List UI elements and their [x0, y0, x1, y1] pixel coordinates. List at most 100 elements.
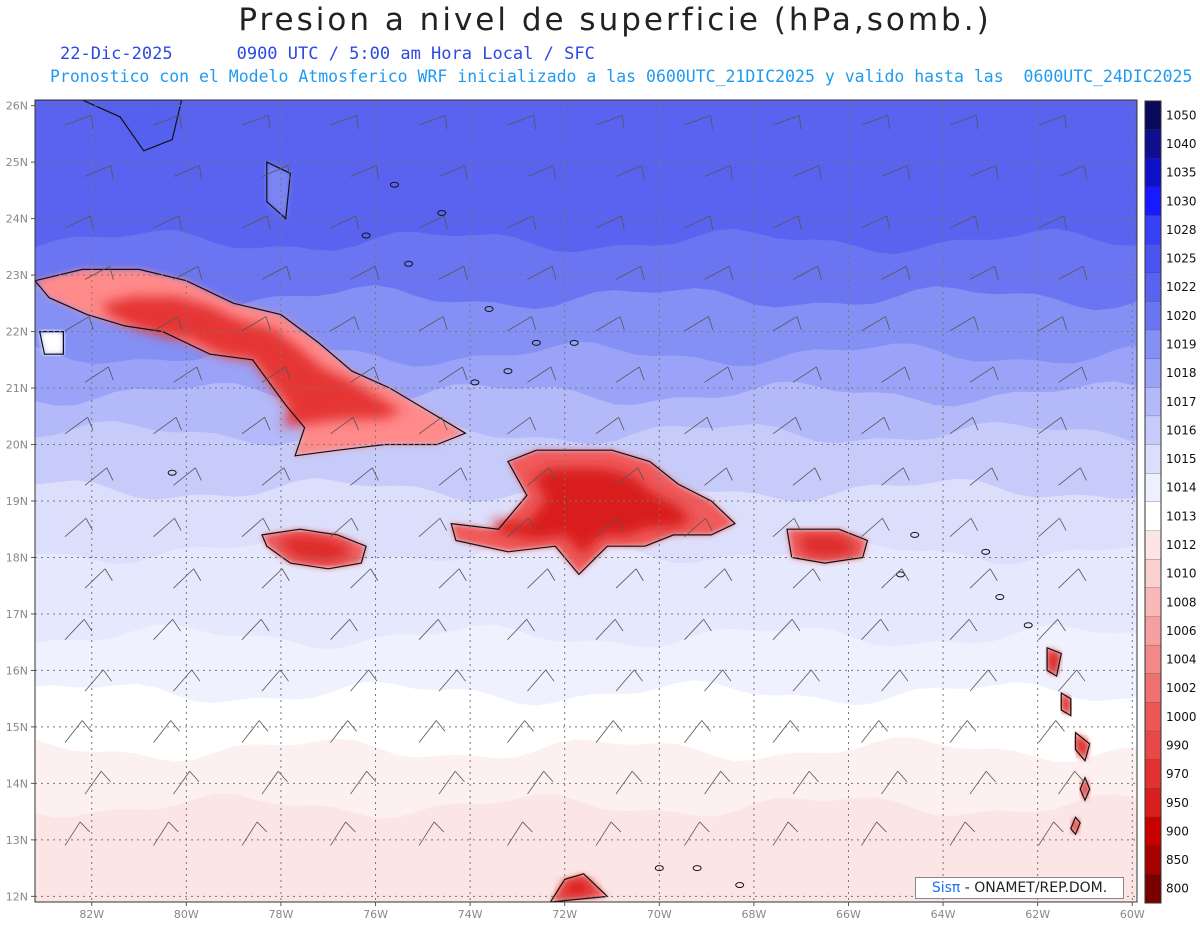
- wind-barb: [595, 821, 622, 846]
- wind-barb: [350, 669, 378, 692]
- colorbar-label: 1018: [1166, 366, 1197, 380]
- colorbar-swatch: [1145, 587, 1161, 617]
- wind-barb: [438, 669, 466, 692]
- colorbar-swatch: [1145, 272, 1161, 302]
- wind-barb: [1038, 417, 1067, 435]
- wind-barb: [615, 467, 645, 486]
- colorbar-label: 1017: [1166, 395, 1197, 409]
- wind-barb: [173, 770, 200, 795]
- colorbar-label: 1012: [1166, 538, 1197, 552]
- wind-barb: [861, 316, 891, 332]
- wind-barb: [881, 568, 910, 589]
- model-info-line: Pronostico con el Modelo Atmosferico WRF…: [50, 67, 1193, 86]
- wind-barb: [418, 316, 448, 332]
- wind-barb: [684, 316, 714, 332]
- wind-barb: [241, 821, 268, 846]
- map-title: Presion a nivel de superficie (hPa,somb.…: [238, 2, 992, 38]
- wind-barb: [861, 720, 888, 743]
- wind-barb: [1058, 669, 1086, 692]
- forecast-time: 0900 UTC / 5:00 am Hora Local / SFC: [236, 44, 595, 64]
- wind-barb: [84, 366, 114, 383]
- wind-barb: [350, 165, 380, 180]
- lon-label: 60W: [1120, 908, 1145, 921]
- wind-barb: [173, 366, 203, 383]
- wind-barb: [704, 669, 732, 692]
- colorbar-label: 1015: [1166, 452, 1197, 466]
- wind-barb: [64, 619, 93, 640]
- wind-barb: [418, 517, 447, 538]
- lat-label: 17N: [6, 608, 28, 621]
- small-island: [896, 571, 906, 578]
- lat-label: 26N: [6, 100, 28, 113]
- wind-barb: [64, 417, 94, 435]
- colorbar-label: 1010: [1166, 567, 1197, 581]
- wind-barb: [861, 215, 891, 230]
- lon-label: 66W: [836, 908, 861, 921]
- wind-barb: [772, 821, 799, 846]
- wind-barb: [792, 366, 822, 383]
- wind-barb: [527, 165, 557, 180]
- wind-barb: [527, 568, 556, 589]
- wind-barb: [615, 669, 643, 692]
- wind-barb: [507, 115, 536, 130]
- pressure-shading: [35, 100, 1137, 902]
- small-island: [404, 260, 414, 267]
- wind-barb: [704, 467, 733, 486]
- wind-barb: [173, 568, 202, 589]
- wind-barb: [861, 517, 890, 538]
- lon-label: 76W: [363, 908, 388, 921]
- wind-barb: [969, 669, 997, 692]
- wind-barb: [241, 316, 271, 332]
- colorbar-label: 970: [1166, 767, 1189, 781]
- colorbar-label: 1022: [1166, 280, 1197, 294]
- island: [786, 528, 869, 564]
- wind-barb: [615, 165, 645, 180]
- wind-barb: [861, 115, 890, 130]
- wind-barb: [949, 115, 979, 130]
- pressure-band: [35, 793, 1137, 902]
- colorbar-swatch: [1145, 874, 1161, 903]
- wind-barb: [949, 720, 977, 743]
- wind-barb: [261, 770, 288, 795]
- colorbar-label: 800: [1166, 882, 1189, 896]
- wind-barb: [418, 115, 448, 130]
- wind-barb: [84, 770, 111, 795]
- colorbar-label: 1030: [1166, 194, 1197, 208]
- wind-barb: [595, 720, 623, 743]
- credit-box: Sisπ - ONAMET/REP.DOM.: [915, 877, 1124, 899]
- colorbar-label: 1025: [1166, 252, 1197, 266]
- wind-barb: [881, 467, 910, 486]
- lon-label: 68W: [741, 908, 766, 921]
- colorbar-frame: [1144, 100, 1162, 904]
- wind-barb: [350, 770, 377, 795]
- wind-barb: [1038, 517, 1067, 538]
- small-island: [167, 469, 177, 476]
- wind-barb: [507, 316, 537, 332]
- wind-barb: [881, 770, 908, 795]
- colorbar-swatch: [1145, 530, 1161, 560]
- wind-barb: [84, 265, 114, 280]
- colorbar-swatch: [1145, 502, 1161, 531]
- wind-barb: [684, 619, 712, 640]
- colorbar-swatch: [1145, 244, 1161, 273]
- wind-barb: [241, 215, 271, 230]
- wind-barb: [350, 568, 379, 589]
- wind-barb: [173, 467, 202, 486]
- wind-barb: [418, 821, 445, 846]
- wind-barb: [153, 115, 182, 130]
- wind-barb: [1038, 115, 1067, 130]
- colorbar-label: 1028: [1166, 223, 1197, 237]
- wind-barb: [241, 115, 271, 130]
- wind-barb: [704, 770, 731, 795]
- colorbar-swatch: [1145, 186, 1161, 216]
- wind-barb: [1038, 215, 1068, 230]
- wind-barb: [64, 115, 94, 130]
- latitude-labels: 26N 25N 24N 23N 22N 21N 20N 19N 18N 17N 16N 15N 14N 1…: [6, 100, 35, 903]
- wind-barb: [330, 821, 356, 846]
- lat-label: 24N: [6, 213, 28, 226]
- wind-barb: [881, 165, 911, 180]
- colorbar-label: 1016: [1166, 423, 1197, 437]
- wind-barb: [153, 316, 183, 332]
- wind-barb: [241, 417, 271, 435]
- wind-barb: [527, 467, 556, 486]
